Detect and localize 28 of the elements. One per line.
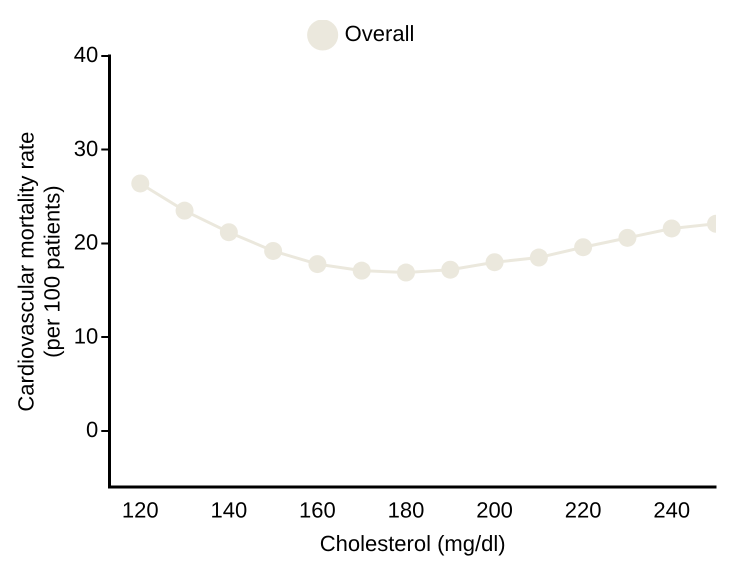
y-tick-label: 0 — [86, 417, 98, 442]
x-tick-label: 200 — [476, 497, 513, 522]
x-axis-title: Cholesterol (mg/dl) — [320, 530, 506, 556]
x-tick-label: 120 — [122, 497, 159, 522]
x-tick-label: 220 — [564, 497, 602, 522]
y-tick-label: 40 — [74, 42, 98, 68]
point — [618, 228, 636, 247]
point — [264, 242, 282, 260]
point — [486, 253, 504, 272]
point — [352, 262, 371, 280]
y-tick-label: 30 — [74, 136, 98, 161]
point — [176, 202, 194, 220]
x-tick-label: 160 — [299, 497, 336, 522]
point — [530, 248, 548, 267]
point — [441, 260, 460, 279]
y-axis-title: Cardiovascular mortality rate (per 100 patients) — [13, 132, 65, 412]
x-tick-label: 140 — [210, 497, 248, 522]
y-tick-label: 10 — [74, 323, 98, 348]
x-tick-label: 240 — [653, 497, 690, 522]
x-tick-label: 180 — [388, 497, 424, 522]
point — [574, 238, 592, 256]
point — [131, 174, 150, 192]
point — [308, 255, 326, 274]
point — [396, 264, 415, 282]
y-tick-label: 20 — [74, 230, 98, 255]
legend-label: Overall — [344, 21, 414, 46]
point — [662, 219, 681, 238]
point — [220, 223, 238, 242]
